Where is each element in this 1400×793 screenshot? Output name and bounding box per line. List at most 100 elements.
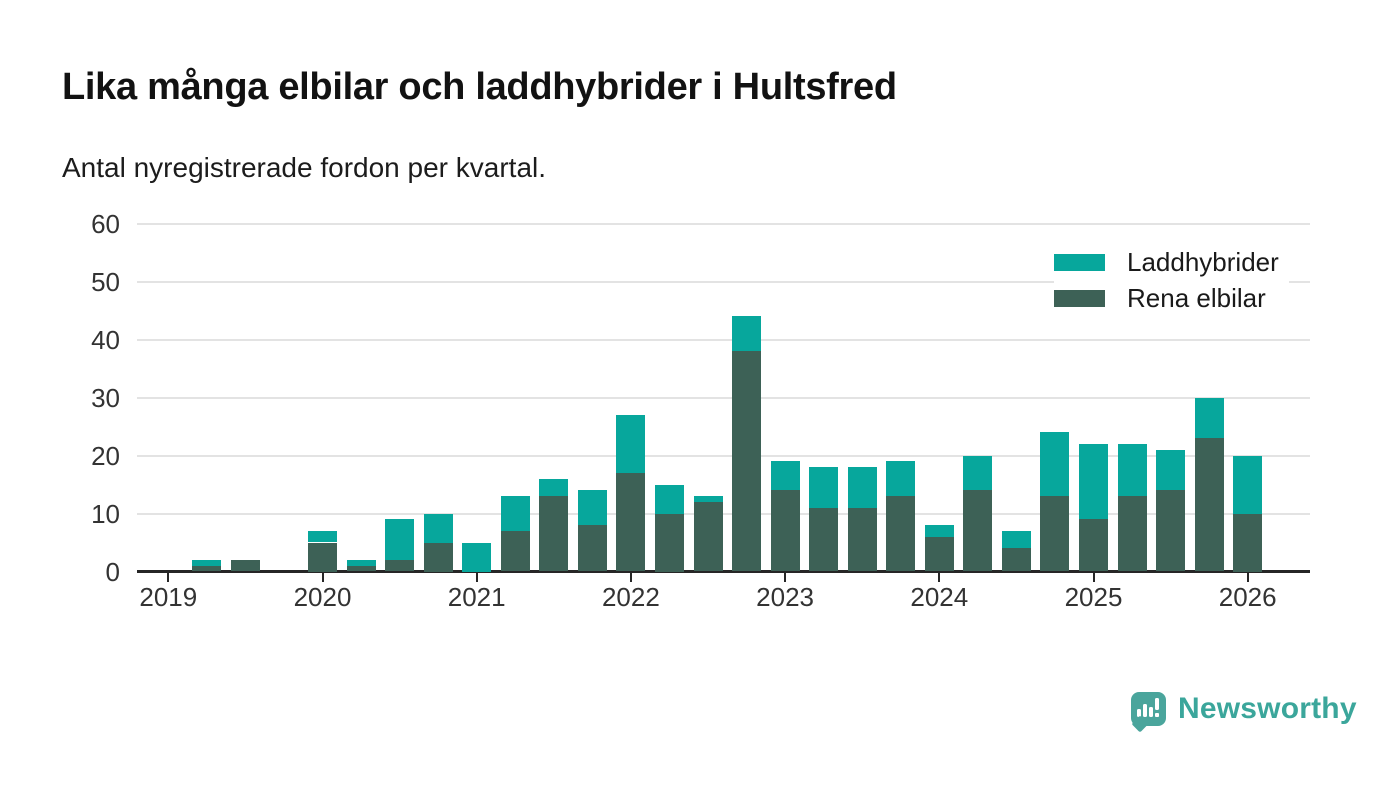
bar-segment [732, 316, 762, 352]
bar-segment [539, 478, 569, 497]
bar-segment [693, 501, 723, 572]
bar-segment [732, 351, 762, 572]
bar-segment [809, 467, 839, 508]
bar-segment [308, 542, 337, 572]
x-tick-label: 2025 [1064, 582, 1123, 612]
logo-bar-icon [1149, 707, 1153, 717]
bar-segment [1001, 548, 1031, 572]
bar-segment [385, 559, 415, 572]
logo-exclamation-dot-icon [1155, 713, 1159, 717]
bar-segment [616, 414, 646, 473]
x-tick-label: 2019 [139, 582, 198, 612]
x-axis-tick [784, 573, 787, 582]
bar-segment [654, 484, 684, 514]
legend-swatch-laddhybrider [1054, 253, 1105, 271]
bar-segment [385, 519, 415, 560]
legend-item-rena-elbilar: Rena elbilar [1054, 280, 1279, 316]
bar-segment [1079, 519, 1108, 572]
bar-segment [963, 455, 993, 491]
y-tick-label: 30 [91, 382, 120, 413]
bar-segment [847, 507, 877, 572]
bar-segment [886, 496, 916, 572]
x-axis-tick [938, 573, 941, 582]
bar-segment [192, 565, 222, 572]
legend-item-laddhybrider: Laddhybrider [1054, 244, 1279, 280]
bar-segment [886, 461, 916, 497]
bar-segment [1079, 443, 1108, 520]
bar-segment [423, 513, 453, 543]
bar-segment [654, 513, 684, 572]
logo-exclamation-icon [1155, 698, 1159, 710]
logo-bar-icon [1137, 709, 1141, 717]
y-gridline [137, 338, 1310, 341]
bar-segment [1117, 443, 1147, 497]
bar-segment [462, 542, 492, 572]
brand-name: Newsworthy [1178, 692, 1357, 725]
newsworthy-logo-icon [1131, 692, 1166, 726]
bar-segment [1040, 432, 1070, 497]
bar-segment [1156, 490, 1186, 572]
bar-segment [500, 530, 530, 572]
newsworthy-brand: Newsworthy [1131, 692, 1357, 726]
bar-segment [847, 467, 877, 508]
bar-segment [1233, 513, 1263, 572]
bar-segment [1040, 496, 1070, 572]
bar-segment [346, 559, 376, 566]
x-tick-label: 2020 [293, 582, 352, 612]
x-axis-tick [475, 573, 478, 582]
y-gridline [137, 512, 1310, 515]
x-tick-label: 2026 [1218, 582, 1277, 612]
bar-segment [1233, 455, 1263, 514]
x-axis-line [137, 570, 1310, 573]
bar-segment [577, 525, 607, 572]
bar-segment [693, 496, 723, 502]
bar-segment [539, 496, 569, 572]
bar-segment [770, 490, 800, 572]
bar-segment [1117, 496, 1147, 572]
y-tick-label: 40 [91, 324, 120, 355]
bar-segment [308, 530, 337, 543]
y-gridline [137, 396, 1310, 399]
bar-segment [577, 490, 607, 526]
bar-segment [809, 507, 839, 572]
x-axis-tick [167, 573, 170, 582]
legend-label-laddhybrider: Laddhybrider [1127, 246, 1279, 277]
bar-segment [500, 496, 530, 531]
x-axis-tick [1246, 573, 1249, 582]
x-axis-tick [321, 573, 324, 582]
bar-segment [230, 559, 260, 572]
bar-segment [1194, 397, 1224, 439]
y-tick-label: 20 [91, 440, 120, 471]
x-axis-tick [629, 573, 632, 582]
x-tick-label: 2024 [910, 582, 969, 612]
legend-label-rena-elbilar: Rena elbilar [1127, 282, 1266, 313]
bar-segment [924, 525, 954, 537]
bar-segment [192, 559, 222, 566]
bar-segment [963, 490, 993, 572]
logo-bar-icon [1143, 704, 1147, 717]
chart-subtitle: Antal nyregistrerade fordon per kvartal. [62, 152, 547, 183]
bar-segment [770, 461, 800, 491]
bar-segment [1001, 530, 1031, 549]
y-gridline [137, 454, 1310, 457]
bar-segment [1194, 438, 1224, 572]
y-gridline [137, 280, 1310, 283]
bar-segment [616, 472, 646, 572]
x-tick-label: 2021 [447, 582, 506, 612]
bar-segment [1156, 449, 1186, 491]
chart-legend: Laddhybrider Rena elbilar [1054, 244, 1289, 316]
x-axis-tick [1092, 573, 1095, 582]
bar-segment [924, 536, 954, 572]
x-tick-label: 2023 [756, 582, 815, 612]
x-tick-label: 2022 [601, 582, 660, 612]
y-tick-label: 60 [91, 208, 120, 239]
chart-title: Lika många elbilar och laddhybrider i Hu… [62, 66, 897, 108]
bar-segment [346, 565, 376, 572]
y-gridline [137, 222, 1310, 225]
y-tick-label: 0 [105, 556, 120, 587]
y-tick-label: 10 [91, 498, 120, 529]
bar-segment [423, 542, 453, 572]
legend-swatch-rena-elbilar [1054, 289, 1105, 307]
